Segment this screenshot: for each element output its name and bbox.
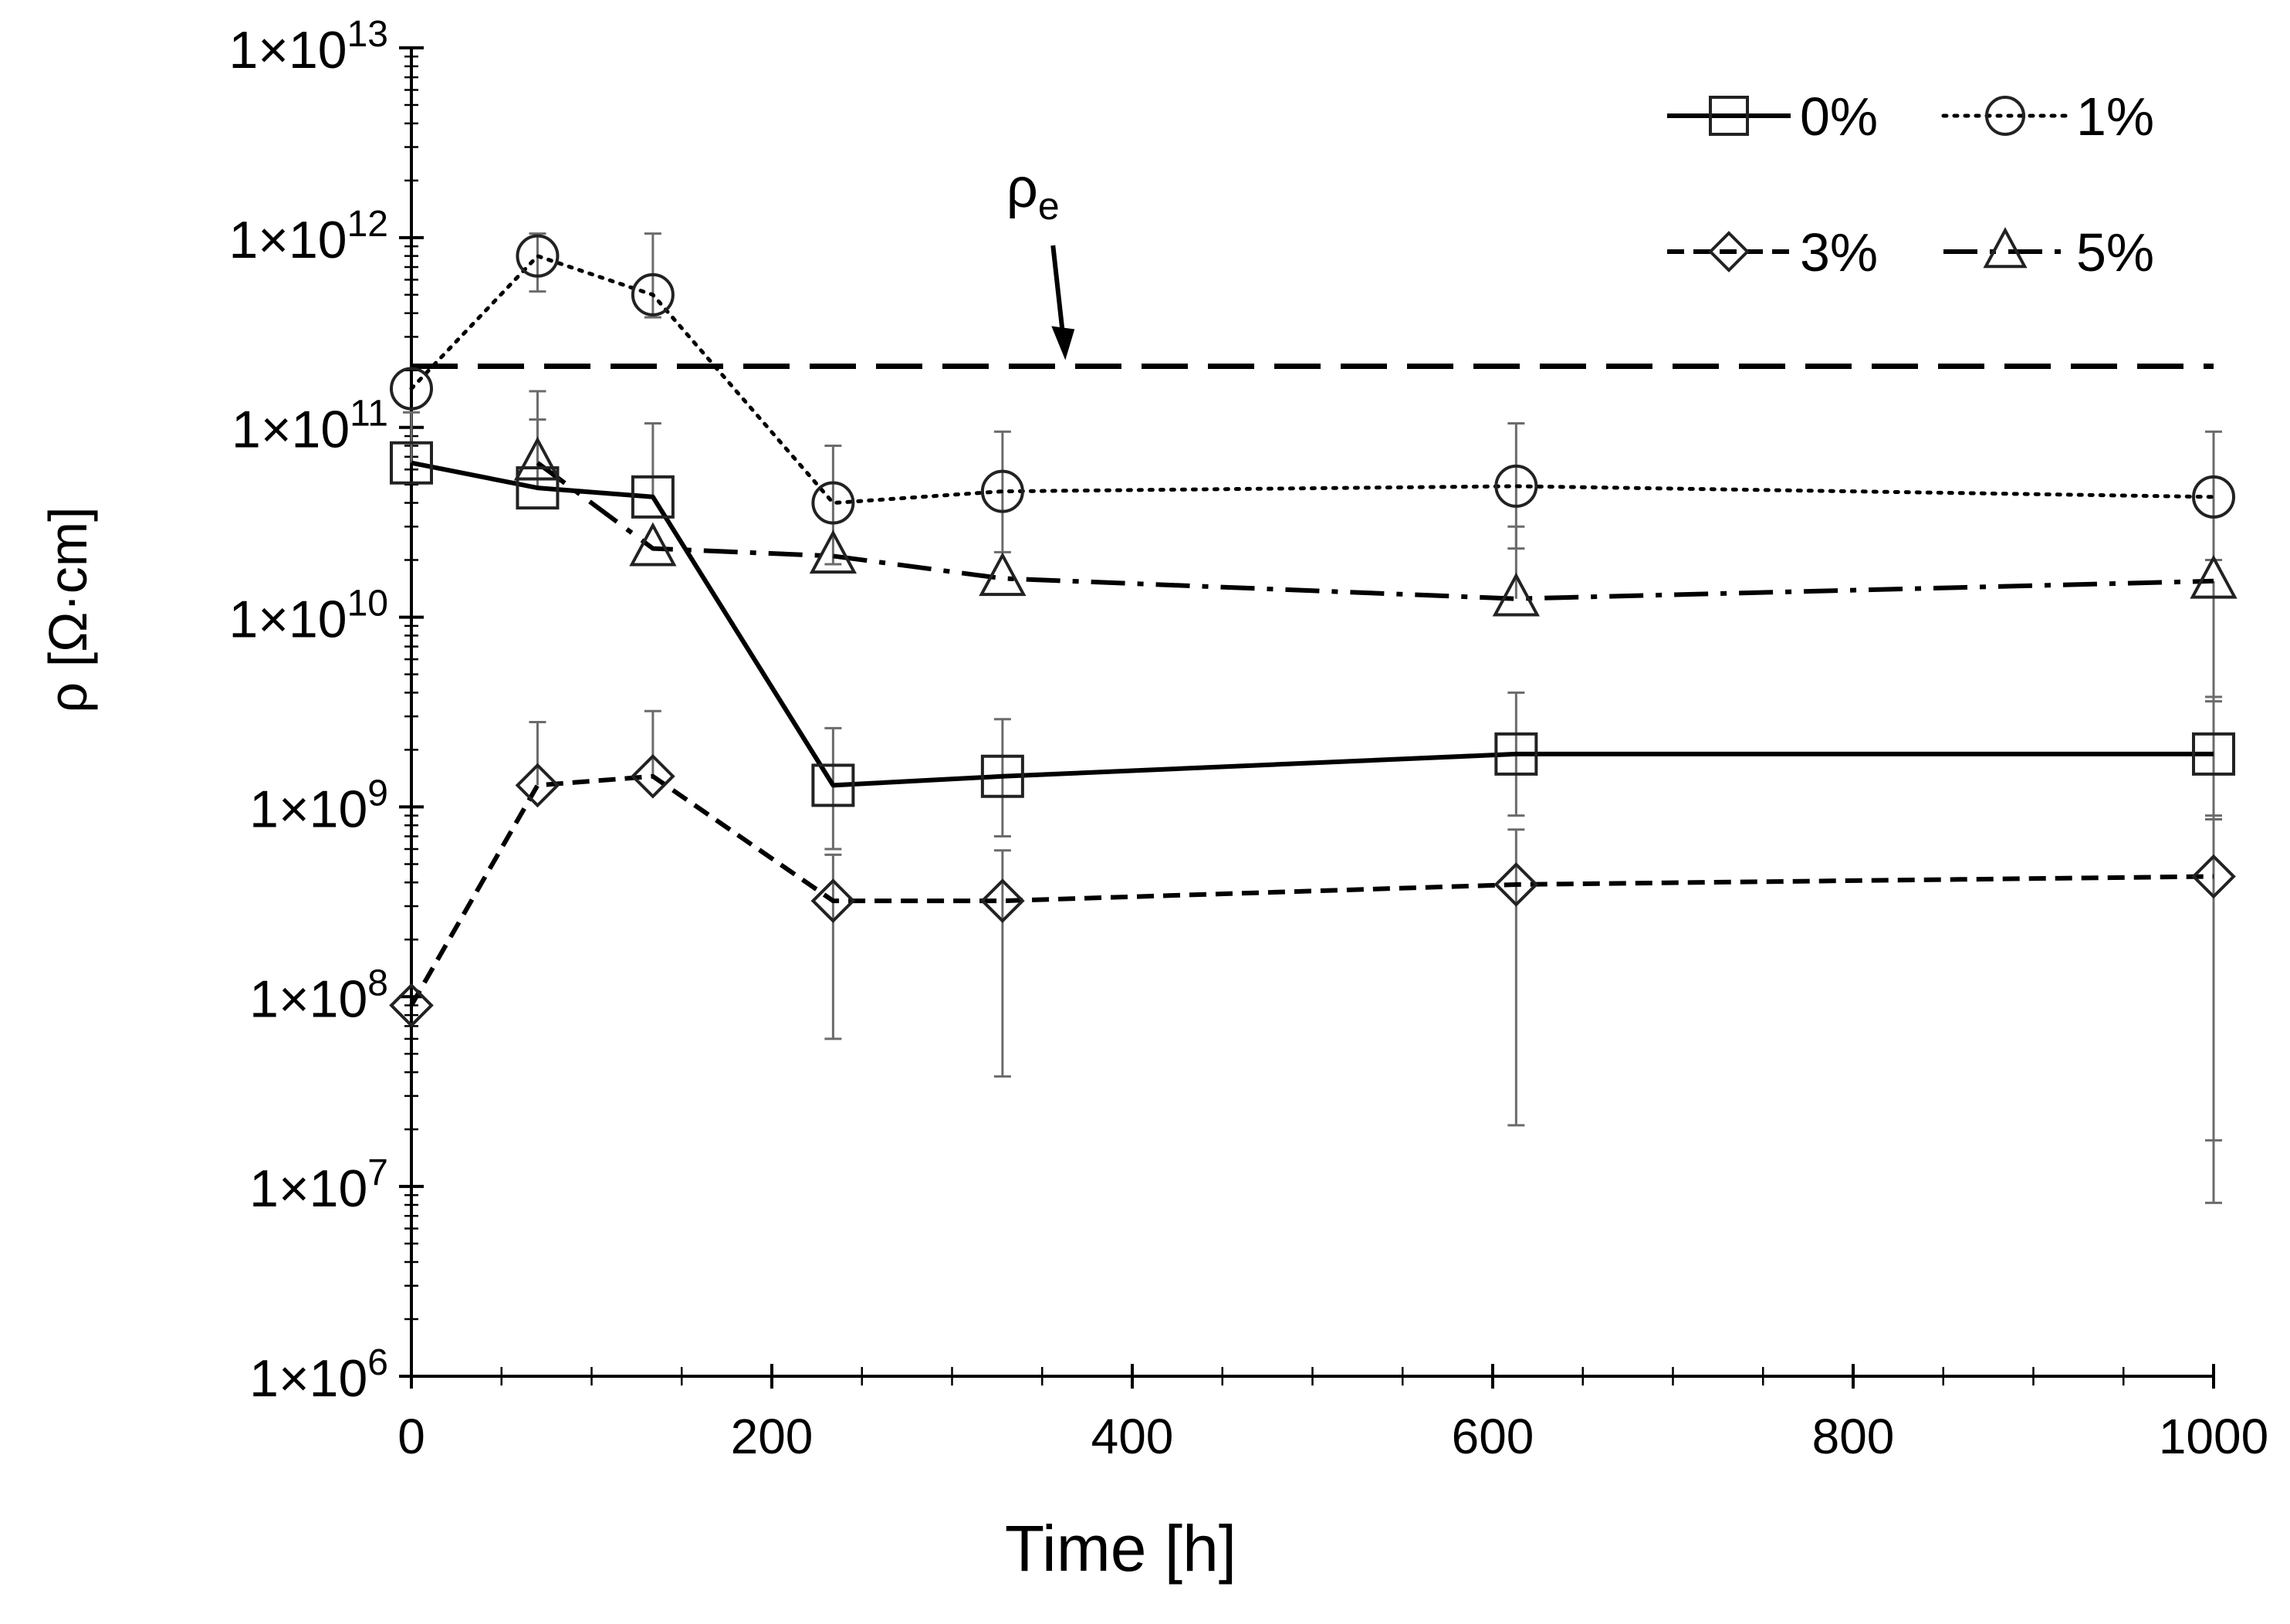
x-tick-label: 0 bbox=[397, 1409, 425, 1464]
y-tick-label: 1×107 bbox=[249, 1152, 388, 1218]
data-point-1pct bbox=[980, 469, 1024, 513]
data-point-0pct bbox=[980, 754, 1024, 798]
x-tick-label: 1000 bbox=[2159, 1409, 2268, 1464]
y-tick-label: 1×108 bbox=[249, 963, 388, 1028]
data-point-1pct bbox=[516, 234, 560, 278]
data-point-0pct bbox=[516, 466, 560, 510]
series-markers bbox=[389, 234, 2238, 1028]
data-point-0pct bbox=[1494, 732, 1538, 776]
y-tick-label: 1×1012 bbox=[228, 204, 388, 269]
series-line-3pct bbox=[409, 773, 2214, 1007]
reference-label: ρe bbox=[1006, 157, 1060, 228]
data-point-5pct bbox=[809, 529, 857, 574]
data-point-3pct bbox=[515, 763, 560, 808]
data-point-3pct bbox=[2191, 854, 2236, 899]
data-point-3pct bbox=[631, 753, 675, 799]
x-tick-label: 800 bbox=[1812, 1409, 1895, 1464]
series-line-1pct bbox=[409, 254, 2216, 506]
data-point-1pct bbox=[1494, 464, 1538, 508]
legend-marker bbox=[1983, 227, 2028, 269]
x-tick-label: 200 bbox=[731, 1409, 814, 1464]
y-tick-label: 1×1013 bbox=[228, 14, 388, 80]
data-point-0pct bbox=[2192, 732, 2235, 776]
data-point-3pct bbox=[389, 983, 434, 1028]
data-point-0pct bbox=[811, 763, 855, 807]
series-line-5pct bbox=[536, 461, 2214, 601]
data-point-1pct bbox=[390, 367, 433, 411]
series-lines bbox=[409, 254, 2216, 1007]
series-line-0pct bbox=[411, 460, 2214, 788]
legend-label: 5% bbox=[2076, 222, 2154, 283]
legend-marker bbox=[1708, 231, 1750, 272]
data-point-0pct bbox=[631, 475, 675, 519]
x-tick-label: 600 bbox=[1452, 1409, 1534, 1464]
data-point-3pct bbox=[1493, 862, 1539, 907]
legend-marker bbox=[1709, 96, 1749, 136]
y-tick-label: 1×1010 bbox=[228, 584, 388, 649]
data-point-0pct bbox=[390, 441, 433, 485]
error-bars bbox=[403, 232, 2222, 1204]
data-point-1pct bbox=[811, 481, 855, 525]
legend-marker bbox=[1985, 96, 2025, 136]
data-point-3pct bbox=[810, 878, 856, 923]
data-point-5pct bbox=[979, 552, 1027, 597]
reference-line-group: ρe bbox=[411, 157, 2214, 369]
legend: 0% 1% 3% 5% bbox=[1667, 86, 2154, 283]
data-point-5pct bbox=[1492, 572, 1541, 617]
axes: 1×106 1×107 1×108 1×109 1×1010 1×1011 1×1012 1×… bbox=[228, 14, 2268, 1464]
data-point-5pct bbox=[513, 436, 562, 481]
y-tick-label: 1×106 bbox=[249, 1342, 388, 1408]
data-point-1pct bbox=[2192, 475, 2235, 519]
legend-label: 3% bbox=[1800, 222, 1878, 283]
legend-label: 1% bbox=[2076, 86, 2154, 147]
data-point-5pct bbox=[2190, 554, 2238, 599]
y-axis-label: ρ [Ω·cm] bbox=[38, 506, 98, 712]
reference-arrow-head bbox=[1051, 326, 1075, 360]
y-tick-label: 1×109 bbox=[249, 773, 388, 838]
x-tick-label: 400 bbox=[1091, 1409, 1174, 1464]
legend-label: 0% bbox=[1800, 86, 1878, 147]
data-point-5pct bbox=[629, 522, 677, 567]
data-point-3pct bbox=[980, 878, 1025, 923]
y-tick-label: 1×1011 bbox=[232, 394, 388, 459]
reference-arrow-shaft bbox=[1050, 245, 1067, 343]
data-point-1pct bbox=[631, 272, 675, 316]
x-axis-label: Time [h] bbox=[1005, 1512, 1236, 1585]
